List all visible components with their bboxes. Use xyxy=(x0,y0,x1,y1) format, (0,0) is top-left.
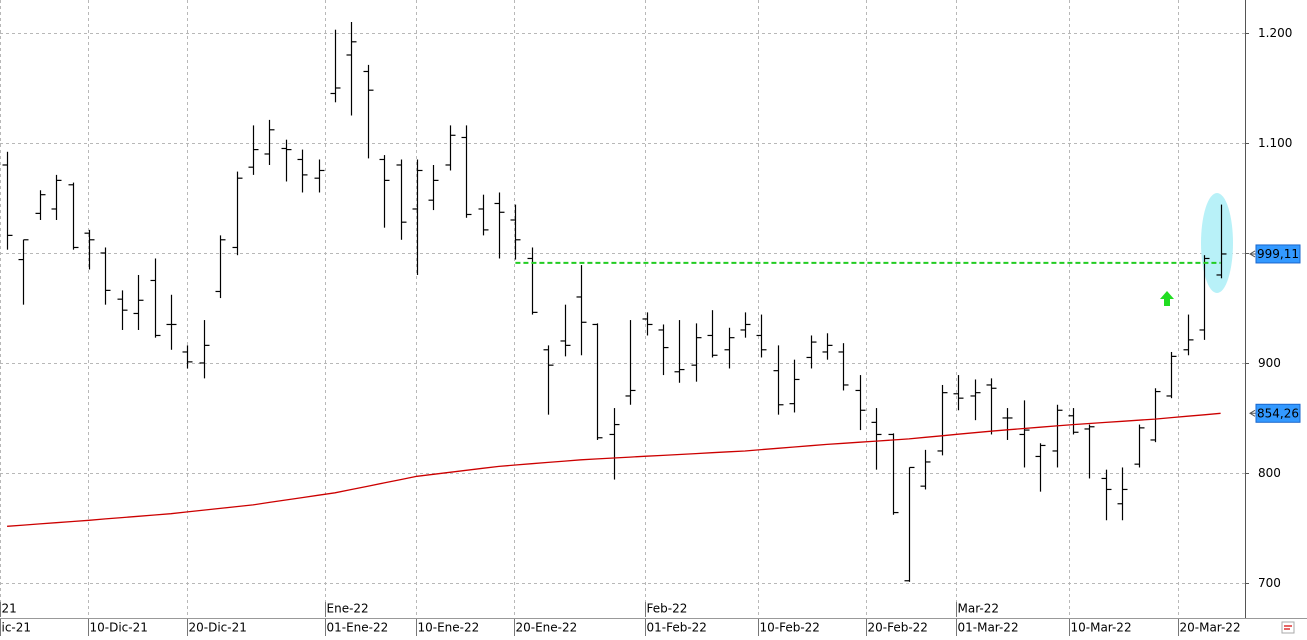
x-tick-label: 20-Ene-22 xyxy=(516,621,578,635)
y-tick-label: 1.200 xyxy=(1258,26,1292,40)
corner-icon-lines xyxy=(1284,625,1292,630)
x-tick-label: 10-Ene-22 xyxy=(418,621,480,635)
price-label-box xyxy=(1255,244,1301,264)
month-tick-label: 21 xyxy=(2,602,17,616)
corner-icon xyxy=(1281,621,1295,634)
price-label: 854,26 xyxy=(1257,406,1299,420)
price-pointer xyxy=(1249,250,1256,258)
grid xyxy=(0,0,1245,618)
month-tick-label: Feb-22 xyxy=(647,602,688,616)
x-tick-label: ic-21 xyxy=(2,621,32,635)
x-tick-label: 01-Mar-22 xyxy=(958,621,1019,635)
x-tick-label: 10-Dic-21 xyxy=(90,621,148,635)
y-tick-label: 800 xyxy=(1258,466,1281,480)
marks xyxy=(2,21,1227,582)
x-tick-label: 20-Feb-22 xyxy=(868,621,928,635)
y-tick-label: 1.100 xyxy=(1258,136,1292,150)
x-tick-label: 20-Dic-21 xyxy=(189,621,247,635)
highlight-ellipse xyxy=(1201,193,1233,293)
x-tick-label: 10-Feb-22 xyxy=(760,621,820,635)
x-tick-label: 01-Feb-22 xyxy=(647,621,707,635)
price-pointer xyxy=(1249,409,1256,417)
x-tick-label: 20-Mar-22 xyxy=(1180,621,1241,635)
price-label: 999,11 xyxy=(1257,247,1299,261)
x-tick-label: 10-Mar-22 xyxy=(1071,621,1132,635)
y-tick-label: 900 xyxy=(1258,356,1281,370)
moving-average-line xyxy=(7,412,1221,527)
month-tick-label: Ene-22 xyxy=(327,602,369,616)
y-tick-label: 700 xyxy=(1258,576,1281,590)
up-arrow xyxy=(1160,291,1174,306)
month-tick-label: Mar-22 xyxy=(958,602,999,616)
axes: 7008009001.0001.1001.200ic-2110-Dic-2120… xyxy=(0,26,1301,636)
price-label-box xyxy=(1255,403,1301,423)
x-tick-label: 01-Ene-22 xyxy=(327,621,389,635)
